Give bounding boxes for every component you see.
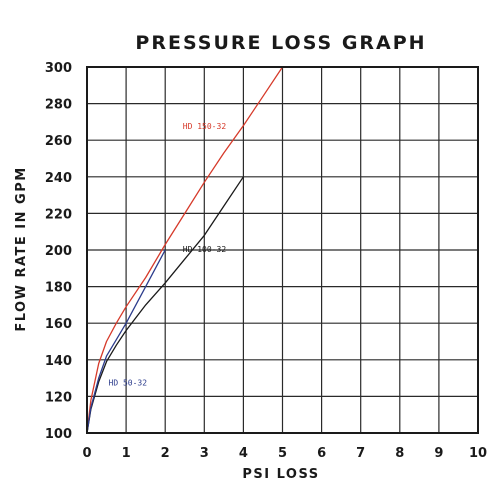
x-tick-label: 4 <box>239 446 248 461</box>
y-tick-label: 100 <box>45 427 72 442</box>
y-axis-title: FLOW RATE IN GPM <box>14 166 29 331</box>
series-line-hd-100-32 <box>86 176 244 434</box>
series-line-hd-150-32 <box>86 66 284 434</box>
series-label-hd-100-32: HD 100-32 <box>183 245 227 254</box>
x-tick-label: 0 <box>82 446 91 461</box>
x-tick-label: 2 <box>161 446 170 461</box>
x-tick-label: 5 <box>278 446 287 461</box>
y-tick-label: 160 <box>45 317 72 332</box>
series-labels: HD 150-32 HD 100-32 HD 50-32 <box>109 122 227 387</box>
x-tick-labels: 0 1 2 3 4 5 6 7 8 9 10 <box>82 446 487 461</box>
x-tick-label: 10 <box>469 446 487 461</box>
x-tick-label: 1 <box>122 446 131 461</box>
y-tick-label: 120 <box>45 390 72 405</box>
x-tick-label: 6 <box>317 446 326 461</box>
x-tick-label: 8 <box>395 446 404 461</box>
y-tick-label: 200 <box>45 244 72 259</box>
y-tick-label: 280 <box>45 98 72 113</box>
y-tick-label: 300 <box>45 61 72 76</box>
y-tick-label: 140 <box>45 354 72 369</box>
y-tick-label: 220 <box>45 207 72 222</box>
chart-title: PRESSURE LOSS GRAPH <box>135 32 426 54</box>
plot-frame <box>86 66 479 434</box>
y-tick-label: 260 <box>45 134 72 149</box>
series-label-hd-150-32: HD 150-32 <box>183 122 227 131</box>
series-lines <box>86 66 284 434</box>
x-tick-label: 9 <box>434 446 443 461</box>
series-label-hd-50-32: HD 50-32 <box>109 378 148 387</box>
x-tick-label: 7 <box>356 446 365 461</box>
x-axis-title: PSI LOSS <box>242 467 319 482</box>
y-tick-label: 240 <box>45 171 72 186</box>
y-tick-labels: 100 120 140 160 180 200 220 240 260 280 300 <box>45 61 72 442</box>
series-line-hd-50-32 <box>86 249 166 434</box>
x-tick-label: 3 <box>200 446 209 461</box>
y-tick-label: 180 <box>45 281 72 296</box>
